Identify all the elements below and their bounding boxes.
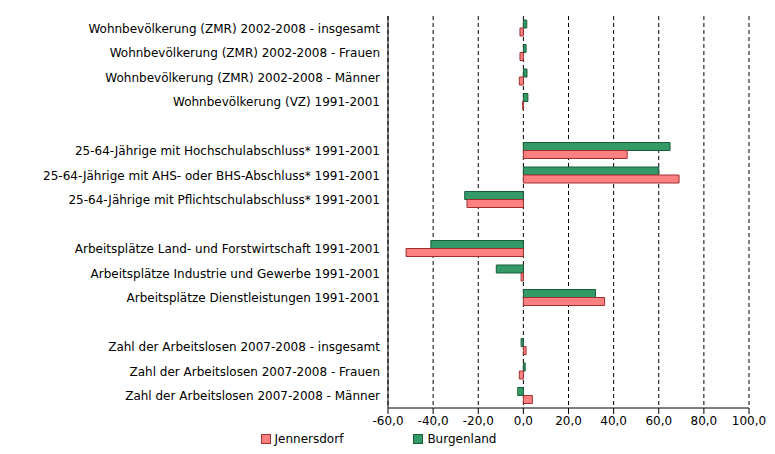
svg-text:0,0: 0,0	[514, 414, 533, 428]
svg-text:Arbeitsplätze Dienstleistungen: Arbeitsplätze Dienstleistungen 1991-2001	[126, 291, 380, 305]
html-text:Jennersdorf: Jennersdorf	[274, 432, 344, 446]
svg-text:40,0: 40,0	[600, 414, 627, 428]
svg-text:Wohnbevölkerung (VZ) 1991-2001: Wohnbevölkerung (VZ) 1991-2001	[173, 95, 380, 109]
svg-text:Zahl der Arbeitslosen 2007-200: Zahl der Arbeitslosen 2007-2008 - insges…	[108, 340, 380, 354]
svg-text:100,0: 100,0	[732, 414, 766, 428]
svg-text:Arbeitsplätze Industrie und Ge: Arbeitsplätze Industrie und Gewerbe 1991…	[91, 267, 380, 281]
svg-text:Wohnbevölkerung (ZMR) 2002-200: Wohnbevölkerung (ZMR) 2002-2008 - Männer	[105, 71, 380, 85]
svg-text:Zahl der Arbeitslosen 2007-200: Zahl der Arbeitslosen 2007-2008 - Frauen	[129, 365, 380, 379]
svg-text:-40,0: -40,0	[418, 414, 449, 428]
svg-text:Zahl der Arbeitslosen 2007-200: Zahl der Arbeitslosen 2007-2008 - Männer	[125, 389, 380, 403]
svg-text:Arbeitsplätze Land- und Forstw: Arbeitsplätze Land- und Forstwirtschaft …	[75, 242, 380, 256]
svg-text:25-64-Jährige mit Pflichtschul: 25-64-Jährige mit Pflichtschulabschluss*…	[68, 193, 380, 207]
svg-text:80,0: 80,0	[691, 414, 718, 428]
svg-text:20,0: 20,0	[555, 414, 582, 428]
svg-text:25-64-Jährige mit Hochschulabs: 25-64-Jährige mit Hochschulabschluss* 19…	[75, 144, 380, 158]
svg-text:Wohnbevölkerung (ZMR) 2002-200: Wohnbevölkerung (ZMR) 2002-2008 - insges…	[88, 22, 380, 36]
html-text:Burgenland: Burgenland	[427, 432, 497, 446]
svg-text:-20,0: -20,0	[463, 414, 494, 428]
svg-text:25-64-Jährige mit AHS- oder BH: 25-64-Jährige mit AHS- oder BHS-Abschlus…	[43, 169, 380, 183]
svg-text:-60,0: -60,0	[372, 414, 403, 428]
svg-text:60,0: 60,0	[645, 414, 672, 428]
svg-text:Wohnbevölkerung (ZMR) 2002-200: Wohnbevölkerung (ZMR) 2002-2008 - Frauen	[110, 46, 380, 60]
